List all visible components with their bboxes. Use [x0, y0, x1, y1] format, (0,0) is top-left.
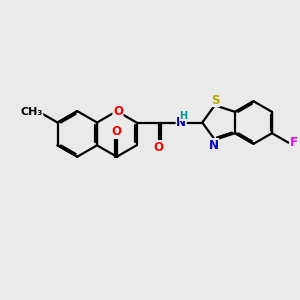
Text: N: N	[208, 139, 219, 152]
Text: N: N	[176, 116, 186, 129]
Text: S: S	[211, 94, 220, 106]
Text: H: H	[179, 110, 188, 121]
Text: O: O	[154, 141, 164, 154]
Text: O: O	[113, 105, 123, 118]
Text: F: F	[290, 136, 298, 149]
Text: O: O	[111, 125, 121, 138]
Text: CH₃: CH₃	[20, 107, 43, 117]
